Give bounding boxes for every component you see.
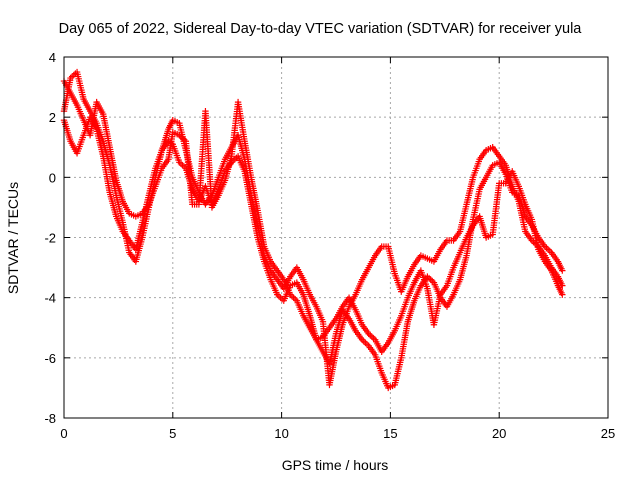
data-point	[544, 246, 552, 253]
y-axis-label: SDTVAR / TECUs	[5, 182, 21, 294]
tick-labels: 0 5 10 15 20 25 -8 -6 -4 -2 0 2 4	[44, 50, 615, 441]
y-tick-label: 0	[49, 170, 56, 185]
data-point	[427, 276, 434, 283]
data-point	[290, 294, 297, 301]
data-point	[360, 338, 367, 345]
data-point	[362, 339, 369, 346]
x-tick-label: 25	[601, 426, 615, 441]
x-tick-label: 5	[169, 426, 176, 441]
y-tick-label: 2	[49, 110, 56, 125]
x-tick-label: 0	[60, 426, 67, 441]
data-point	[179, 162, 186, 169]
data-point	[363, 341, 371, 348]
data-point	[70, 71, 77, 79]
x-tick-label: 10	[274, 426, 288, 441]
data-point	[546, 247, 553, 255]
data-point	[559, 291, 566, 298]
x-tick-label: 20	[492, 426, 506, 441]
data-point	[543, 244, 550, 252]
y-tick-label: -4	[44, 291, 56, 306]
data-points	[60, 68, 566, 392]
data-point	[231, 156, 239, 163]
data-point	[179, 135, 186, 142]
y-tick-label: 4	[49, 50, 56, 65]
y-tick-label: -6	[44, 351, 56, 366]
y-tick-label: -8	[44, 411, 56, 426]
axis-ticks	[63, 56, 609, 419]
data-point	[367, 332, 374, 339]
series-track-c	[60, 77, 566, 356]
y-tick-label: -2	[44, 231, 56, 246]
data-point	[368, 333, 376, 340]
data-point	[559, 267, 566, 274]
grid-lines	[64, 57, 608, 418]
data-point	[277, 294, 284, 301]
x-axis-label: GPS time / hours	[282, 457, 389, 473]
x-tick-label: 15	[383, 426, 397, 441]
chart-title: Day 065 of 2022, Sidereal Day-to-day VTE…	[59, 21, 583, 37]
